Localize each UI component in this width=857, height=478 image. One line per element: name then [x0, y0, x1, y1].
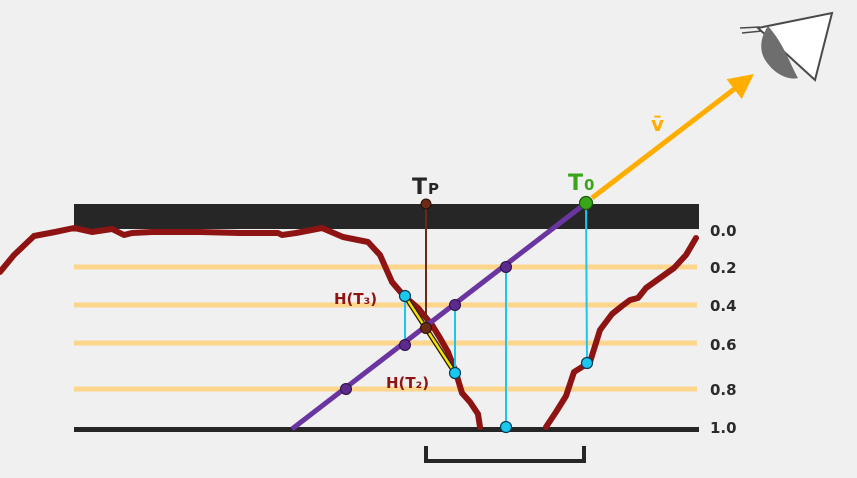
bottom-line	[74, 427, 699, 432]
h-t2-label: H(T₂)	[386, 374, 429, 392]
depth-label-08: 0.8	[710, 381, 737, 399]
sample-point-04	[449, 299, 461, 311]
t0-point	[578, 195, 594, 211]
heightfield-right	[543, 235, 699, 430]
heightfield-profile	[0, 225, 699, 430]
height-point-t0	[580, 356, 594, 370]
eye-icon	[739, 11, 834, 82]
sample-point-06	[399, 339, 411, 351]
view-vector-label: v̄	[651, 112, 664, 136]
bottom-bracket	[424, 446, 586, 463]
t0-label: T0	[568, 171, 594, 196]
depth-label-00: 0.0	[710, 222, 737, 240]
height-point-t2	[448, 366, 462, 380]
interpolation-segment	[403, 295, 457, 374]
depth-label-02: 0.2	[710, 259, 737, 277]
projection-lines	[404, 203, 588, 427]
depth-label-10: 1.0	[710, 419, 737, 437]
depth-label-06: 0.6	[710, 336, 737, 354]
tp-label: TP	[412, 175, 439, 200]
tp-point	[420, 198, 432, 210]
depth-level-labels: 0.0 0.2 0.4 0.6 0.8 1.0	[710, 222, 737, 437]
intersection-point	[420, 322, 432, 334]
projection-line-t0	[585, 203, 588, 364]
sample-point-08	[340, 383, 352, 395]
heightfield-left	[0, 225, 483, 430]
surface-band	[74, 204, 699, 229]
height-point-bottom	[499, 420, 513, 434]
sample-point-02	[500, 261, 512, 273]
depth-label-04: 0.4	[710, 297, 737, 315]
height-point-t3	[398, 289, 412, 303]
view-vector-arrow	[590, 73, 754, 200]
sample-points	[340, 195, 594, 434]
h-t3-label: H(T₃)	[334, 290, 377, 308]
